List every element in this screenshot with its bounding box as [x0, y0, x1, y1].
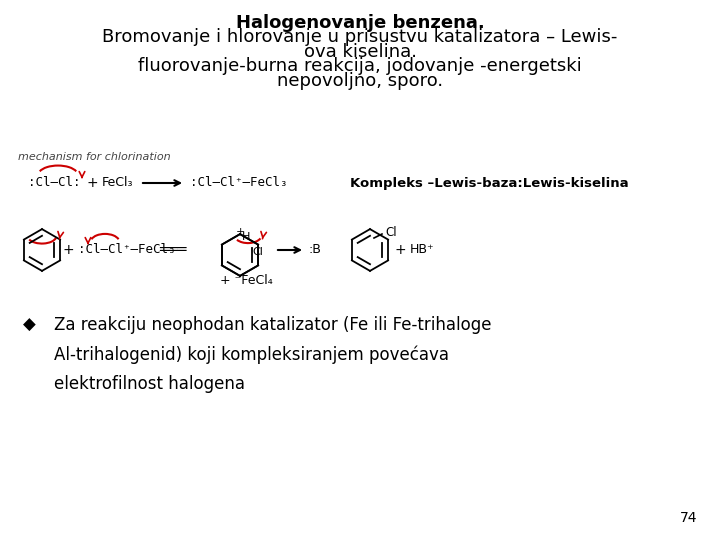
Text: nepovoljno, sporo.: nepovoljno, sporo. — [277, 72, 443, 90]
Text: +: + — [86, 176, 98, 190]
Text: elektrofilnost halogena: elektrofilnost halogena — [54, 375, 245, 393]
Text: ova kiselina.: ova kiselina. — [304, 43, 416, 60]
Text: fluorovanje-burna reakcija, jodovanje -energetski: fluorovanje-burna reakcija, jodovanje -e… — [138, 57, 582, 75]
Text: +: + — [394, 243, 406, 257]
Text: FeCl₃: FeCl₃ — [102, 177, 133, 190]
Text: H: H — [242, 232, 250, 242]
Text: Bromovanje i hlorovanje u prisustvu katalizatora – Lewis-: Bromovanje i hlorovanje u prisustvu kata… — [102, 28, 618, 46]
Text: Kompleks –Lewis-baza:Lewis-kiselina: Kompleks –Lewis-baza:Lewis-kiselina — [350, 177, 629, 190]
Text: + ⁻FeCl₄: + ⁻FeCl₄ — [220, 273, 273, 287]
Text: :Cl–Cl:: :Cl–Cl: — [28, 177, 81, 190]
Text: ═══: ═══ — [159, 242, 186, 258]
Text: Cl: Cl — [252, 247, 263, 257]
Text: Al-trihalogenid) koji kompleksiranjem povećava: Al-trihalogenid) koji kompleksiranjem po… — [54, 346, 449, 364]
Text: Cl: Cl — [385, 226, 397, 239]
Text: mechanism for chlorination: mechanism for chlorination — [18, 152, 171, 162]
Text: ◆: ◆ — [23, 316, 36, 334]
Text: +: + — [235, 227, 245, 237]
Text: Halogenovanje benzena.: Halogenovanje benzena. — [235, 14, 485, 31]
Text: :B: :B — [308, 244, 321, 256]
Text: HB⁺: HB⁺ — [410, 244, 435, 256]
Text: Za reakciju neophodan katalizator (Fe ili Fe-trihaloge: Za reakciju neophodan katalizator (Fe il… — [54, 316, 492, 334]
Text: +: + — [62, 243, 74, 257]
Text: :Cl–Cl⁺–FeCl₃: :Cl–Cl⁺–FeCl₃ — [78, 244, 176, 256]
Text: :Cl–Cl⁺–FeCl₃: :Cl–Cl⁺–FeCl₃ — [190, 177, 287, 190]
Text: 74: 74 — [680, 511, 697, 525]
